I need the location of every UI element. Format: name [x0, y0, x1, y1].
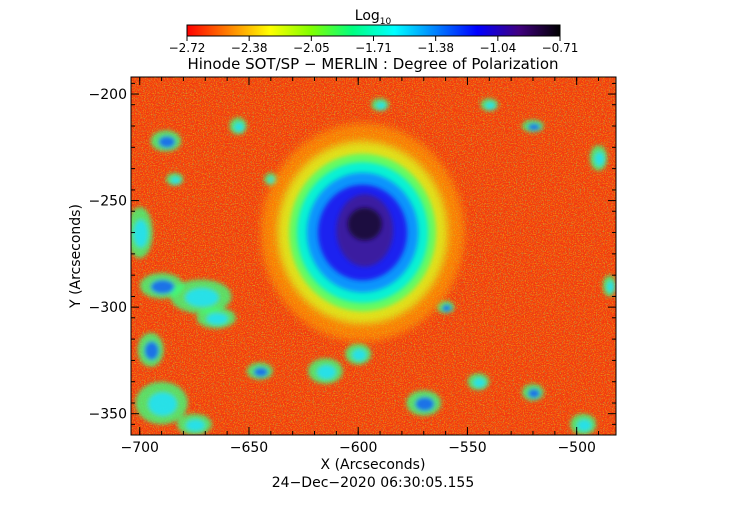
x-tick-label: −500 [557, 440, 595, 456]
network-patch-core [594, 151, 605, 167]
network-patch-core [185, 288, 219, 307]
network-patch-core [441, 304, 452, 312]
x-tick-label: −700 [121, 440, 159, 456]
colorbar-ticks: −2.72 −2.38 −2.05 −1.71 −1.38 −1.04 −0.71 [169, 36, 579, 55]
colorbar-strip [186, 24, 561, 37]
colorbar-tick-label: −2.38 [231, 41, 268, 55]
network-patch-core [150, 279, 175, 294]
network-patch-core [206, 312, 229, 325]
network-patch-core [606, 280, 615, 293]
network-patch-core [253, 367, 269, 377]
y-tick-label: −350 [89, 407, 127, 423]
magnetic-network-patches [131, 98, 616, 435]
x-axis-ticks: −700 −650 −600 −550 −500 [121, 77, 600, 456]
umbra-core [347, 207, 382, 241]
x-tick-label: −650 [230, 440, 268, 456]
sunspot [260, 123, 465, 342]
y-tick-label: −300 [89, 300, 127, 316]
network-patch-core [170, 176, 181, 184]
x-tick-label: −550 [448, 440, 486, 456]
network-patch-core [316, 365, 337, 380]
y-tick-label: −200 [89, 87, 127, 103]
colorbar-tick-label: −1.38 [417, 41, 454, 55]
colorbar-tick-label: −2.72 [169, 41, 206, 55]
network-patch-core [415, 397, 435, 412]
network-patch-core [158, 136, 176, 148]
network-patch-core [133, 219, 148, 248]
network-patch-core [527, 388, 540, 399]
network-patch-core [351, 349, 367, 361]
network-patch-core [144, 341, 159, 361]
network-patch-core [376, 102, 386, 110]
network-patch-core [148, 392, 178, 416]
y-axis-ticks: −200 −250 −300 −350 [89, 82, 616, 425]
polarization-image [131, 77, 616, 435]
colorbar-label: Log10 [355, 8, 392, 27]
x-tick-label: −600 [339, 440, 377, 456]
y-axis-label: Y (Arcseconds) [68, 204, 84, 309]
observation-timestamp: 24−Dec−2020 06:30:05.155 [272, 475, 475, 491]
colorbar-tick-label: −0.71 [542, 41, 579, 55]
colorbar-tick-label: −1.71 [355, 41, 392, 55]
colorbar-label-subscript: 10 [380, 17, 392, 27]
colorbar-tick-label: −1.04 [479, 41, 516, 55]
plot-title: Hinode SOT/SP − MERLIN : Degree of Polar… [187, 55, 558, 73]
colorbar-tick-label: −2.05 [293, 41, 330, 55]
x-axis-label: X (Arcseconds) [321, 457, 426, 473]
network-patch-core [234, 122, 244, 132]
network-patch-core [577, 419, 592, 432]
y-tick-label: −250 [89, 194, 127, 210]
network-patch-core [527, 123, 540, 131]
plot-frame [130, 76, 617, 436]
network-patch-core [485, 102, 496, 110]
network-patch-core [185, 419, 205, 432]
network-patch-core [473, 378, 486, 388]
colorbar: Log10 −2.72 −2.38 −2.05 −1.71 −1.38 −1.04 −0.7… [169, 8, 579, 55]
